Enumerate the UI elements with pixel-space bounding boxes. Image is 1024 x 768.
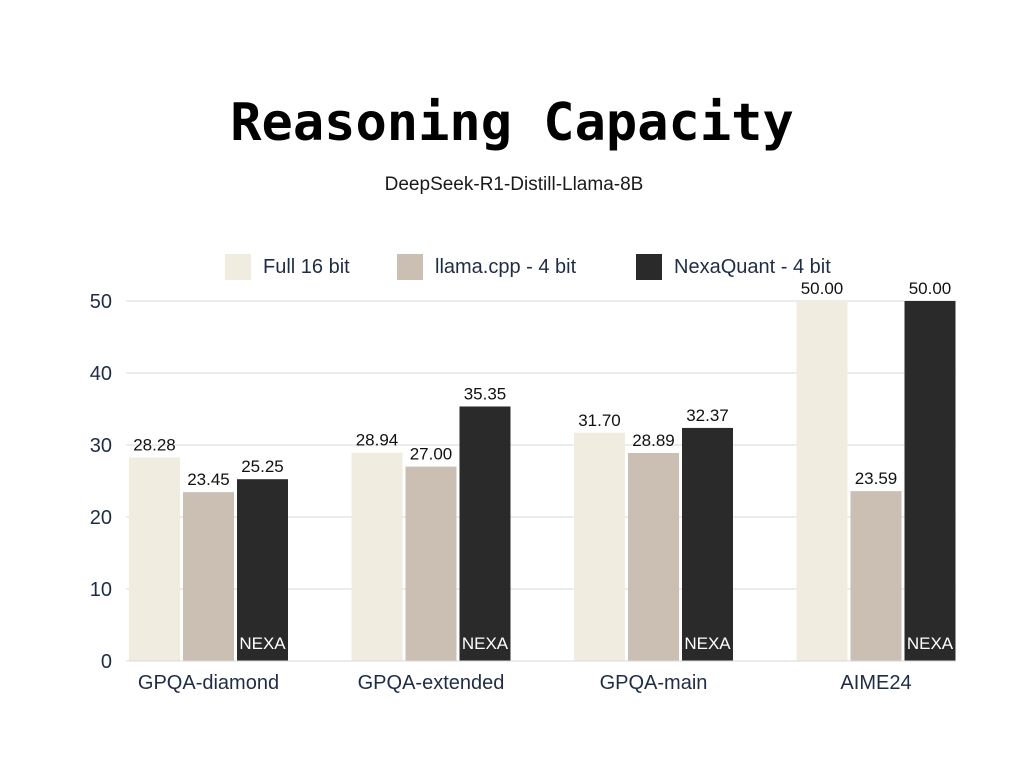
bar-llama-cpp-4-bit: [183, 492, 234, 661]
data-label: 28.89: [632, 431, 675, 450]
bar-nexaquant-4-bit: [459, 406, 511, 661]
y-tick-label: 30: [90, 435, 112, 457]
bar-nexaquant-4-bit: [904, 301, 956, 661]
bar-brand-label: NEXA: [684, 634, 731, 653]
data-label: 31.70: [578, 411, 621, 430]
data-label: 35.35: [464, 384, 507, 403]
bar-full-16-bit: [351, 452, 403, 661]
data-label: 50.00: [801, 279, 844, 298]
x-axis: GPQA-diamond GPQA-extended GPQA-main AIME24: [126, 660, 956, 694]
bar-brand-label: NEXA: [239, 634, 286, 653]
y-tick-label: 20: [90, 507, 112, 529]
legend-swatch: [397, 254, 423, 280]
bar-llama-cpp-4-bit: [405, 466, 457, 661]
data-label: 27.00: [410, 445, 453, 464]
bar-full-16-bit: [129, 457, 180, 661]
bar-nexaquant-4-bit: [682, 427, 733, 661]
x-tick-label: GPQA-diamond: [138, 672, 279, 694]
data-label: 28.28: [133, 435, 176, 454]
bar-full-16-bit: [574, 432, 625, 661]
data-label: 23.45: [187, 470, 230, 489]
x-tick-label: GPQA-main: [600, 672, 708, 694]
data-label: 32.37: [686, 406, 729, 425]
y-tick-label: 0: [101, 651, 112, 673]
legend-label: NexaQuant - 4 bit: [674, 256, 831, 278]
bar-llama-cpp-4-bit: [628, 452, 679, 661]
bar-nexaquant-4-bit: [237, 479, 288, 661]
bar-full-16-bit: [796, 301, 848, 661]
chart-subtitle: DeepSeek-R1-Distill-Llama-8B: [385, 174, 644, 195]
bars: 28.28 23.45 25.25 NEXA 28.94 27.00 35.35 NEXA 31…: [129, 279, 956, 661]
chart-title: Reasoning Capacity: [230, 93, 794, 153]
bar-llama-cpp-4-bit: [850, 491, 902, 661]
y-axis: 0 10 20 30 40 50: [90, 291, 112, 673]
legend-swatch: [225, 254, 251, 280]
legend-label: Full 16 bit: [263, 256, 350, 278]
x-tick-label: AIME24: [840, 672, 911, 694]
bar-brand-label: NEXA: [462, 634, 509, 653]
data-label: 23.59: [855, 469, 898, 488]
y-tick-label: 40: [90, 363, 112, 385]
legend: Full 16 bit llama.cpp - 4 bit NexaQuant - …: [225, 254, 831, 280]
legend-swatch: [636, 254, 662, 280]
data-label: 28.94: [356, 431, 399, 450]
data-label: 50.00: [909, 279, 952, 298]
x-tick-label: GPQA-extended: [358, 672, 505, 694]
y-tick-label: 50: [90, 291, 112, 313]
data-label: 25.25: [241, 457, 284, 476]
y-tick-label: 10: [90, 579, 112, 601]
legend-label: llama.cpp - 4 bit: [435, 256, 577, 278]
bar-brand-label: NEXA: [907, 634, 954, 653]
